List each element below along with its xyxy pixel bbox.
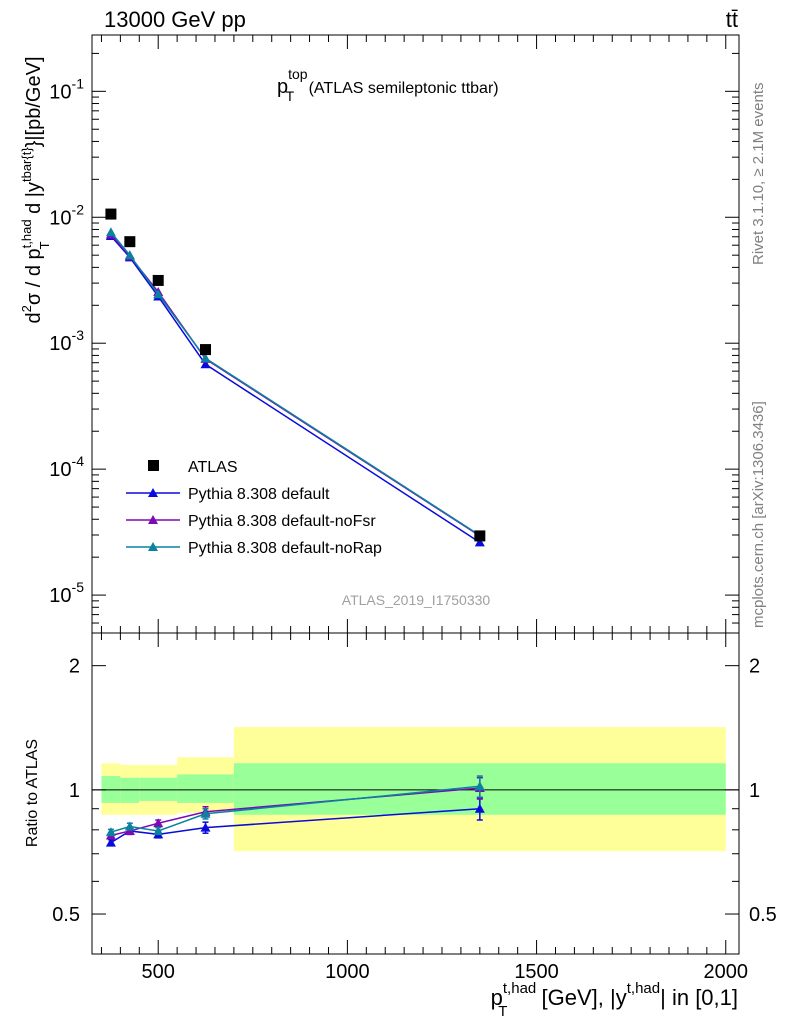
ratio-stat-uncertainty-band	[177, 774, 234, 803]
main-y-tick-label: 10-3	[49, 327, 84, 355]
legend-label: Pythia 8.308 default-noRap	[188, 540, 382, 557]
ratio-x-tick-label: 1000	[325, 961, 370, 983]
ratio-point-triangle	[153, 825, 164, 835]
ratio-x-tick-label: 2000	[704, 961, 749, 983]
main-y-axis-label: d2σ / d pt,had T d |ytbar{t}}|[pb/GeV]	[19, 56, 52, 323]
main-point-triangle	[474, 537, 485, 547]
ratio-y-tick-label-right: 0.5	[749, 904, 777, 926]
legend-marker-square	[148, 460, 159, 471]
ratio-point-triangle	[474, 781, 485, 791]
ratio-y-axis-label: Ratio to ATLAS	[24, 739, 41, 847]
ratio-y-ticks: 0.5 0.5 1 1 2 2	[52, 656, 777, 926]
ratio-x-ticks: 500 1000 1500 2000	[100, 633, 749, 983]
main-point-square	[152, 274, 164, 286]
main-point-triangle	[124, 250, 135, 260]
main-point-triangle	[153, 289, 164, 299]
ratio-point-triangle	[200, 822, 211, 832]
ratio-y-tick-label-right: 1	[749, 780, 760, 802]
ratio-panel: 0.5 0.5 1 1 2 2 500 1000 1500 2000 Ratio to ATLA…	[24, 632, 777, 1020]
main-y-ticks: 10-5 10-4 10-3 10-2 10-1	[49, 52, 739, 624]
main-point-square	[200, 344, 212, 356]
header-left-label: 13000 GeV pp	[104, 7, 246, 32]
main-y-tick-label: 10-5	[49, 579, 84, 607]
plot-title-sup: top	[288, 66, 308, 82]
ratio-point-triangle	[105, 827, 116, 837]
legend: ATLAS Pythia 8.308 default Pythia 8.308 de…	[126, 459, 382, 557]
main-point-square	[474, 530, 486, 542]
ratio-point-triangle	[200, 808, 211, 818]
xlabel-end: | in [0,1]	[660, 985, 738, 1010]
ratio-point-triangle	[153, 818, 164, 828]
main-panel: 10-5 10-4 10-3 10-2 10-1 ptop T (ATLAS semile…	[19, 34, 740, 634]
legend-label: ATLAS	[188, 459, 238, 476]
legend-marker-triangle	[148, 488, 158, 497]
main-point-triangle	[200, 353, 211, 363]
ratio-y-tick-label: 1	[69, 780, 80, 802]
ratio-y-tick-label: 2	[69, 656, 80, 678]
ratio-plot-frame	[91, 632, 740, 955]
ratio-y-tick-label: 0.5	[52, 904, 80, 926]
main-point-triangle	[200, 359, 211, 369]
xlabel-p: p	[491, 985, 503, 1010]
ratio-x-tick-label: 500	[142, 961, 175, 983]
main-y-tick-label: 10-2	[49, 201, 84, 229]
main-series	[105, 208, 486, 547]
legend-marker-triangle	[148, 542, 158, 551]
ratio-x-axis-label: pt,had T [GeV], |yt,had| in [0,1]	[491, 980, 738, 1020]
ratio-series	[105, 775, 485, 847]
main-point-square	[124, 236, 136, 248]
ratio-x-tick-label: 1500	[514, 961, 559, 983]
main-x-ticks	[100, 35, 727, 633]
plot-title-p: p	[277, 76, 288, 98]
ratio-point-triangle	[105, 837, 116, 847]
main-y-tick-label: 10-1	[49, 75, 84, 103]
legend-label: Pythia 8.308 default	[188, 486, 330, 503]
ratio-y-tick-label-right: 2	[749, 656, 760, 678]
plot-title: ptop T (ATLAS semileptonic ttbar)	[277, 66, 499, 104]
rivet-label: Rivet 3.1.10, ≥ 2.1M events	[750, 83, 767, 266]
ratio-point-triangle	[474, 803, 485, 813]
xlabel-sup2: t,had	[627, 980, 660, 997]
xlabel-sub: T	[498, 1003, 507, 1020]
legend-marker-triangle	[148, 515, 158, 524]
plot-title-rest: (ATLAS semileptonic ttbar)	[304, 80, 498, 97]
main-point-triangle	[105, 227, 116, 237]
ratio-uncertainty-bands	[101, 727, 726, 852]
main-y-tick-label: 10-4	[49, 453, 84, 481]
xlabel-sup1: t,had	[503, 980, 536, 997]
legend-label: Pythia 8.308 default-noFsr	[188, 513, 376, 530]
header-right-label: tt̄	[726, 7, 738, 32]
plot-title-sub: T	[286, 88, 295, 104]
watermark-label: ATLAS_2019_I1750330	[342, 592, 491, 608]
ratio-stat-uncertainty-band	[139, 777, 178, 801]
xlabel-mid: [GeV], |y	[535, 985, 626, 1010]
ratio-point-triangle	[124, 821, 135, 831]
mcplots-label: mcplots.cern.ch [arXiv:1306.3436]	[750, 401, 767, 628]
main-point-square	[105, 208, 117, 220]
